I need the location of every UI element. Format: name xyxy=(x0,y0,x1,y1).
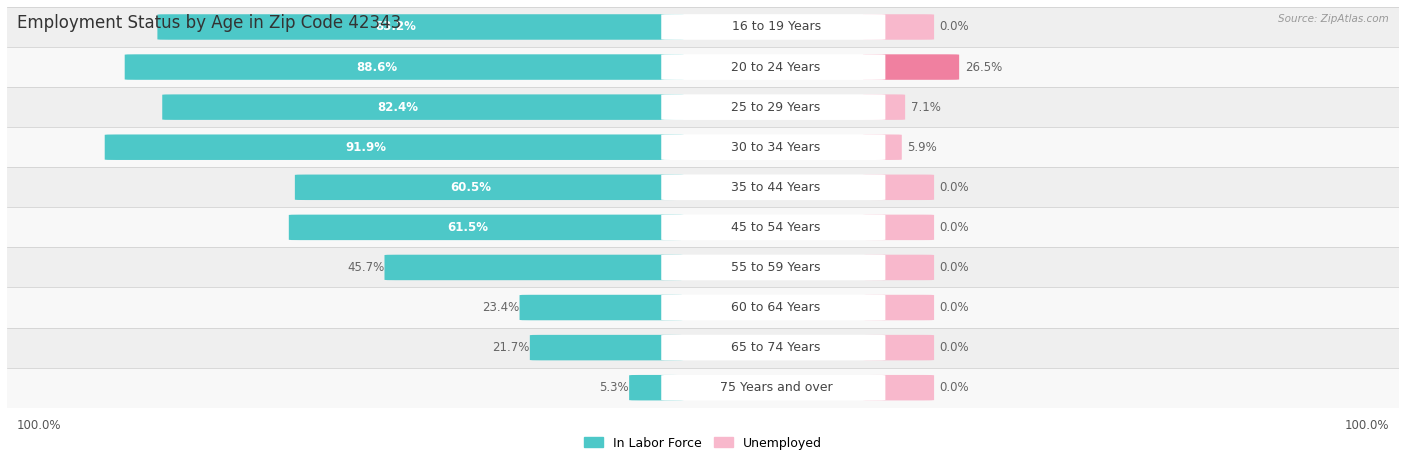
FancyBboxPatch shape xyxy=(288,215,683,240)
FancyBboxPatch shape xyxy=(863,175,934,200)
Text: 61.5%: 61.5% xyxy=(447,221,488,234)
FancyBboxPatch shape xyxy=(661,175,886,200)
Text: 21.7%: 21.7% xyxy=(492,341,530,354)
Text: 0.0%: 0.0% xyxy=(939,341,969,354)
FancyBboxPatch shape xyxy=(661,215,886,240)
Text: 0.0%: 0.0% xyxy=(939,221,969,234)
Text: 60 to 64 Years: 60 to 64 Years xyxy=(731,301,821,314)
FancyBboxPatch shape xyxy=(661,255,886,280)
FancyBboxPatch shape xyxy=(863,94,905,120)
FancyBboxPatch shape xyxy=(157,14,683,40)
FancyBboxPatch shape xyxy=(162,94,683,120)
Text: 75 Years and over: 75 Years and over xyxy=(720,381,832,394)
FancyBboxPatch shape xyxy=(863,295,934,320)
FancyBboxPatch shape xyxy=(863,215,934,240)
Text: 26.5%: 26.5% xyxy=(965,61,1002,73)
Text: 45.7%: 45.7% xyxy=(347,261,384,274)
FancyBboxPatch shape xyxy=(530,335,683,360)
Bar xyxy=(7,167,1399,207)
Bar xyxy=(7,87,1399,127)
FancyBboxPatch shape xyxy=(661,295,886,320)
Text: 0.0%: 0.0% xyxy=(939,381,969,394)
Text: 55 to 59 Years: 55 to 59 Years xyxy=(731,261,821,274)
Text: 0.0%: 0.0% xyxy=(939,261,969,274)
Text: 45 to 54 Years: 45 to 54 Years xyxy=(731,221,821,234)
Text: 82.4%: 82.4% xyxy=(377,101,419,114)
FancyBboxPatch shape xyxy=(661,375,886,400)
Bar xyxy=(7,207,1399,248)
Bar xyxy=(7,7,1399,47)
FancyBboxPatch shape xyxy=(520,295,683,320)
Text: Source: ZipAtlas.com: Source: ZipAtlas.com xyxy=(1278,14,1389,23)
Text: 25 to 29 Years: 25 to 29 Years xyxy=(731,101,821,114)
Text: 88.6%: 88.6% xyxy=(357,61,398,73)
FancyBboxPatch shape xyxy=(661,335,886,360)
FancyBboxPatch shape xyxy=(661,94,886,120)
FancyBboxPatch shape xyxy=(661,14,886,40)
Bar xyxy=(7,368,1399,408)
Text: 0.0%: 0.0% xyxy=(939,181,969,194)
FancyBboxPatch shape xyxy=(295,175,683,200)
Text: 100.0%: 100.0% xyxy=(17,419,62,432)
Text: 35 to 44 Years: 35 to 44 Years xyxy=(731,181,821,194)
Text: 30 to 34 Years: 30 to 34 Years xyxy=(731,141,821,154)
Text: 23.4%: 23.4% xyxy=(482,301,520,314)
Bar xyxy=(7,328,1399,368)
FancyBboxPatch shape xyxy=(863,135,901,160)
FancyBboxPatch shape xyxy=(863,14,934,40)
Text: 5.3%: 5.3% xyxy=(599,381,628,394)
FancyBboxPatch shape xyxy=(628,375,683,400)
FancyBboxPatch shape xyxy=(384,255,683,280)
FancyBboxPatch shape xyxy=(863,375,934,400)
FancyBboxPatch shape xyxy=(863,255,934,280)
Text: 7.1%: 7.1% xyxy=(911,101,941,114)
Text: 65 to 74 Years: 65 to 74 Years xyxy=(731,341,821,354)
Bar xyxy=(7,248,1399,288)
Bar xyxy=(7,47,1399,87)
Legend: In Labor Force, Unemployed: In Labor Force, Unemployed xyxy=(583,436,823,450)
Text: 100.0%: 100.0% xyxy=(1344,419,1389,432)
Text: 20 to 24 Years: 20 to 24 Years xyxy=(731,61,821,73)
Bar xyxy=(7,288,1399,328)
Text: 91.9%: 91.9% xyxy=(346,141,387,154)
FancyBboxPatch shape xyxy=(661,54,886,80)
Text: 0.0%: 0.0% xyxy=(939,21,969,33)
FancyBboxPatch shape xyxy=(863,335,934,360)
Text: 0.0%: 0.0% xyxy=(939,301,969,314)
FancyBboxPatch shape xyxy=(125,54,683,80)
Bar xyxy=(7,127,1399,167)
FancyBboxPatch shape xyxy=(104,135,683,160)
FancyBboxPatch shape xyxy=(863,54,959,80)
Text: 5.9%: 5.9% xyxy=(907,141,938,154)
FancyBboxPatch shape xyxy=(661,135,886,160)
Text: 60.5%: 60.5% xyxy=(450,181,491,194)
Text: 83.2%: 83.2% xyxy=(375,21,416,33)
Text: 16 to 19 Years: 16 to 19 Years xyxy=(731,21,821,33)
Text: Employment Status by Age in Zip Code 42343: Employment Status by Age in Zip Code 423… xyxy=(17,14,401,32)
